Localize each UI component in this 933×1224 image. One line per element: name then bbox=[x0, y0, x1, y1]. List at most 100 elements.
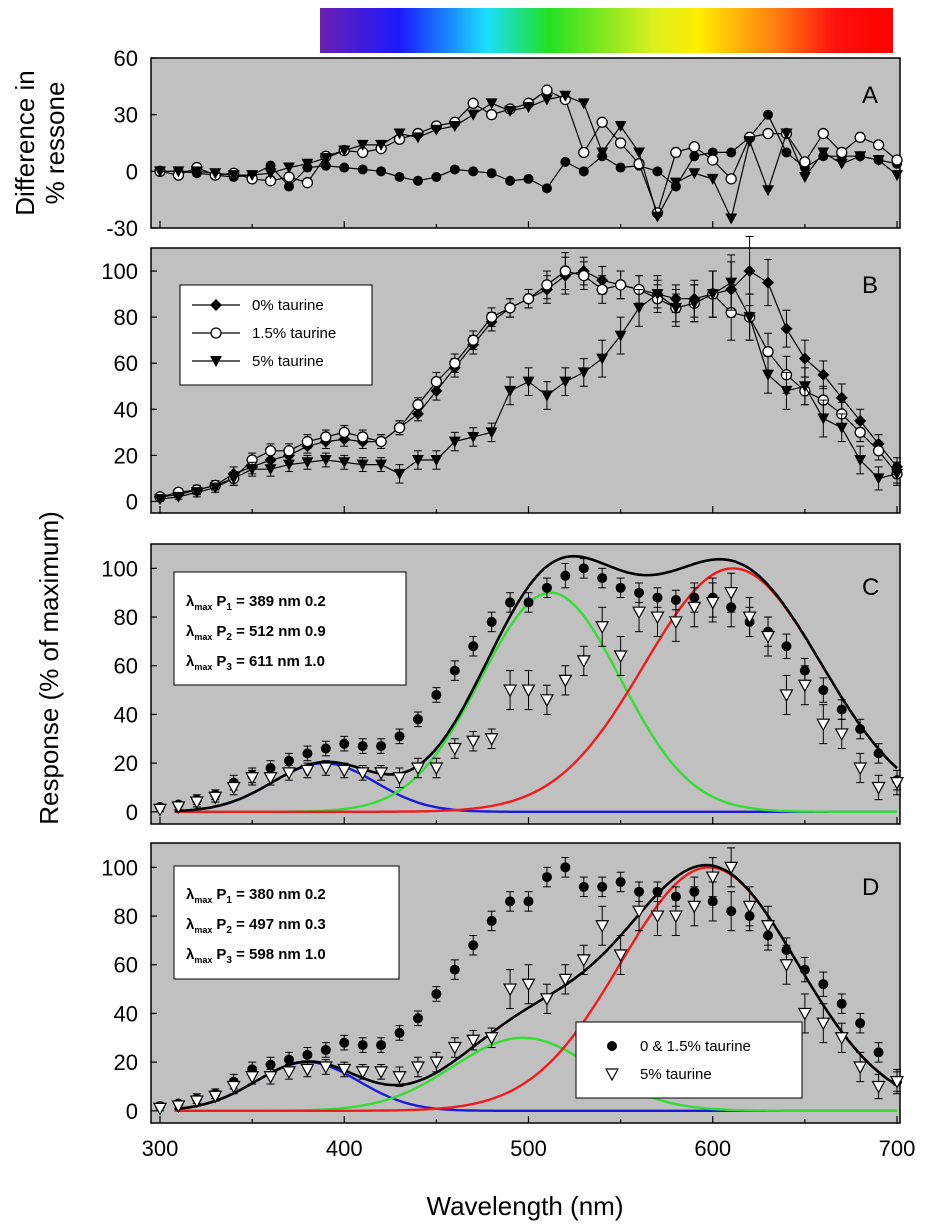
data-point bbox=[577, 367, 590, 379]
data-point bbox=[503, 684, 518, 698]
data-point bbox=[189, 1095, 204, 1109]
data-point bbox=[485, 109, 498, 121]
data-point bbox=[431, 172, 442, 182]
data-point bbox=[485, 427, 498, 439]
data-point bbox=[835, 422, 848, 434]
panel-b-plot bbox=[154, 235, 903, 506]
data-point bbox=[356, 139, 369, 151]
data-point bbox=[429, 762, 444, 776]
series-3 bbox=[154, 254, 903, 506]
data-point bbox=[504, 385, 517, 397]
data-point bbox=[743, 265, 756, 278]
data-point bbox=[688, 168, 701, 180]
data-point bbox=[505, 597, 516, 608]
panel-d-annotation-box bbox=[173, 865, 400, 980]
data-point bbox=[281, 767, 296, 781]
data-point bbox=[339, 1037, 350, 1048]
data-point bbox=[505, 896, 516, 907]
y-tick-label: 100 bbox=[101, 259, 138, 284]
y-tick-label: 60 bbox=[114, 654, 138, 679]
data-point bbox=[208, 791, 223, 805]
data-point bbox=[539, 993, 554, 1007]
data-point bbox=[245, 772, 260, 785]
lambda-max-line: λmax P1 = 380 nm 0.2 bbox=[186, 886, 326, 906]
data-point bbox=[817, 413, 830, 425]
fit-curve-black bbox=[174, 863, 898, 1111]
data-point bbox=[855, 1018, 866, 1029]
panel-d-legend-box bbox=[575, 1021, 803, 1099]
data-point bbox=[669, 177, 682, 189]
y-tick-label: 40 bbox=[114, 702, 138, 727]
y-tick-label: 100 bbox=[101, 556, 138, 581]
data-point bbox=[889, 1076, 905, 1089]
data-point bbox=[245, 1071, 260, 1084]
legend-marker bbox=[210, 327, 222, 339]
y-tick-label: 0 bbox=[126, 159, 138, 184]
data-point bbox=[339, 162, 350, 173]
data-point bbox=[172, 166, 185, 178]
data-point bbox=[449, 964, 460, 975]
data-point bbox=[486, 915, 497, 926]
data-point bbox=[688, 141, 700, 153]
data-point bbox=[246, 464, 259, 476]
data-point bbox=[633, 302, 646, 314]
data-point bbox=[798, 172, 811, 183]
data-point bbox=[632, 905, 647, 919]
data-point bbox=[761, 630, 776, 644]
data-point bbox=[281, 1066, 296, 1080]
data-point bbox=[449, 665, 460, 676]
data-point bbox=[227, 473, 240, 485]
data-point bbox=[357, 1040, 368, 1051]
data-point bbox=[668, 616, 683, 630]
lambda-max-line: λmax P2 = 512 nm 0.9 bbox=[186, 623, 326, 643]
data-point bbox=[393, 468, 406, 480]
data-point bbox=[209, 482, 222, 494]
data-point bbox=[632, 606, 647, 620]
legend-label: 5% taurine bbox=[252, 353, 324, 370]
data-point bbox=[540, 390, 553, 402]
panel-b: 100 80 60 40 20 0 B 0% taurine 1.5% taurine 5% … bbox=[101, 235, 903, 514]
data-point bbox=[466, 735, 481, 749]
data-point bbox=[485, 98, 498, 110]
data-point bbox=[302, 748, 313, 759]
data-point bbox=[522, 293, 535, 305]
data-point bbox=[394, 1027, 405, 1038]
data-point bbox=[891, 468, 903, 480]
y-tick-label: 20 bbox=[114, 1050, 138, 1075]
data-point bbox=[504, 105, 517, 117]
data-point bbox=[817, 147, 830, 159]
y-tick-label: 80 bbox=[114, 904, 138, 929]
data-point bbox=[650, 910, 665, 924]
data-point bbox=[264, 168, 277, 180]
data-point bbox=[596, 147, 609, 159]
data-point bbox=[265, 1059, 276, 1070]
data-point bbox=[743, 312, 756, 324]
data-point bbox=[522, 102, 535, 114]
data-point bbox=[725, 173, 737, 185]
data-point bbox=[357, 431, 369, 443]
data-point bbox=[430, 376, 443, 388]
lambda-max-line: λmax P3 = 598 nm 1.0 bbox=[186, 946, 326, 966]
data-point bbox=[172, 491, 185, 503]
data-point bbox=[762, 369, 775, 381]
data-point bbox=[854, 131, 866, 143]
data-point bbox=[374, 1066, 389, 1080]
data-point bbox=[578, 166, 589, 177]
data-point bbox=[615, 162, 626, 173]
y-tick-label: 40 bbox=[114, 1001, 138, 1026]
data-point bbox=[320, 743, 331, 754]
data-point bbox=[337, 1063, 352, 1077]
data-point bbox=[484, 1032, 499, 1046]
data-point bbox=[762, 127, 774, 140]
x-axis-tick-labels: 300 400 500 600 700 bbox=[142, 1136, 916, 1161]
data-point bbox=[503, 983, 518, 997]
data-point bbox=[762, 185, 775, 197]
data-point bbox=[449, 164, 460, 175]
data-point bbox=[576, 655, 591, 669]
data-point bbox=[375, 435, 387, 448]
data-point bbox=[522, 376, 535, 388]
data-point bbox=[780, 385, 793, 397]
data-point bbox=[376, 741, 387, 752]
legend-marker bbox=[210, 299, 222, 311]
